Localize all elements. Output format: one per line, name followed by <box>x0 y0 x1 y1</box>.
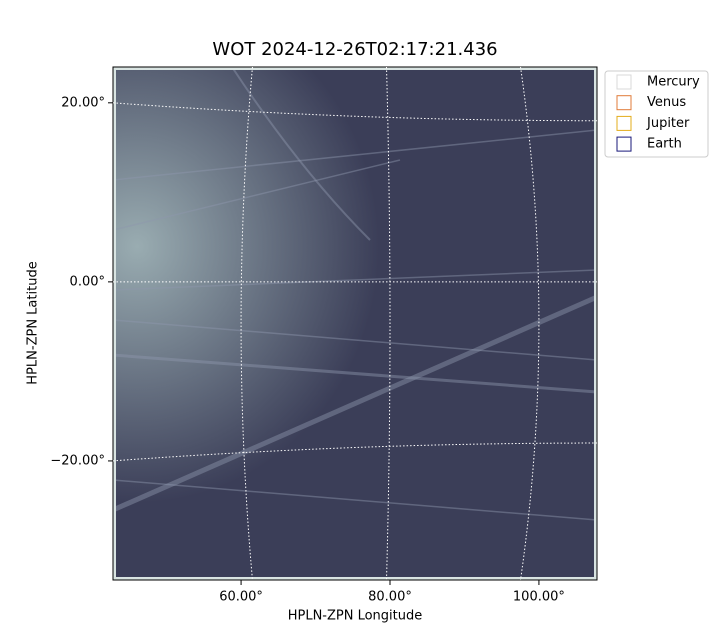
x-axis-label: HPLN-ZPN Longitude <box>288 609 423 624</box>
y-tick-label: 20.00° <box>61 95 105 110</box>
chart-title: WOT 2024-12-26T02:17:21.436 <box>212 39 497 60</box>
y-tick-label: 0.00° <box>70 274 105 289</box>
y-axis-label: HPLN-ZPN Latitude <box>26 261 41 384</box>
legend: Mercury Venus Jupiter Earth <box>605 71 708 157</box>
legend-label: Earth <box>647 137 682 152</box>
legend-label: Mercury <box>647 75 700 90</box>
x-tick-label: 100.00° <box>513 590 565 605</box>
legend-label: Venus <box>647 95 686 110</box>
y-tick-label: −20.00° <box>50 453 105 468</box>
x-tick-label: 80.00° <box>368 590 412 605</box>
sky-image <box>113 67 597 580</box>
x-tick-label: 60.00° <box>219 590 263 605</box>
legend-label: Jupiter <box>646 116 690 131</box>
